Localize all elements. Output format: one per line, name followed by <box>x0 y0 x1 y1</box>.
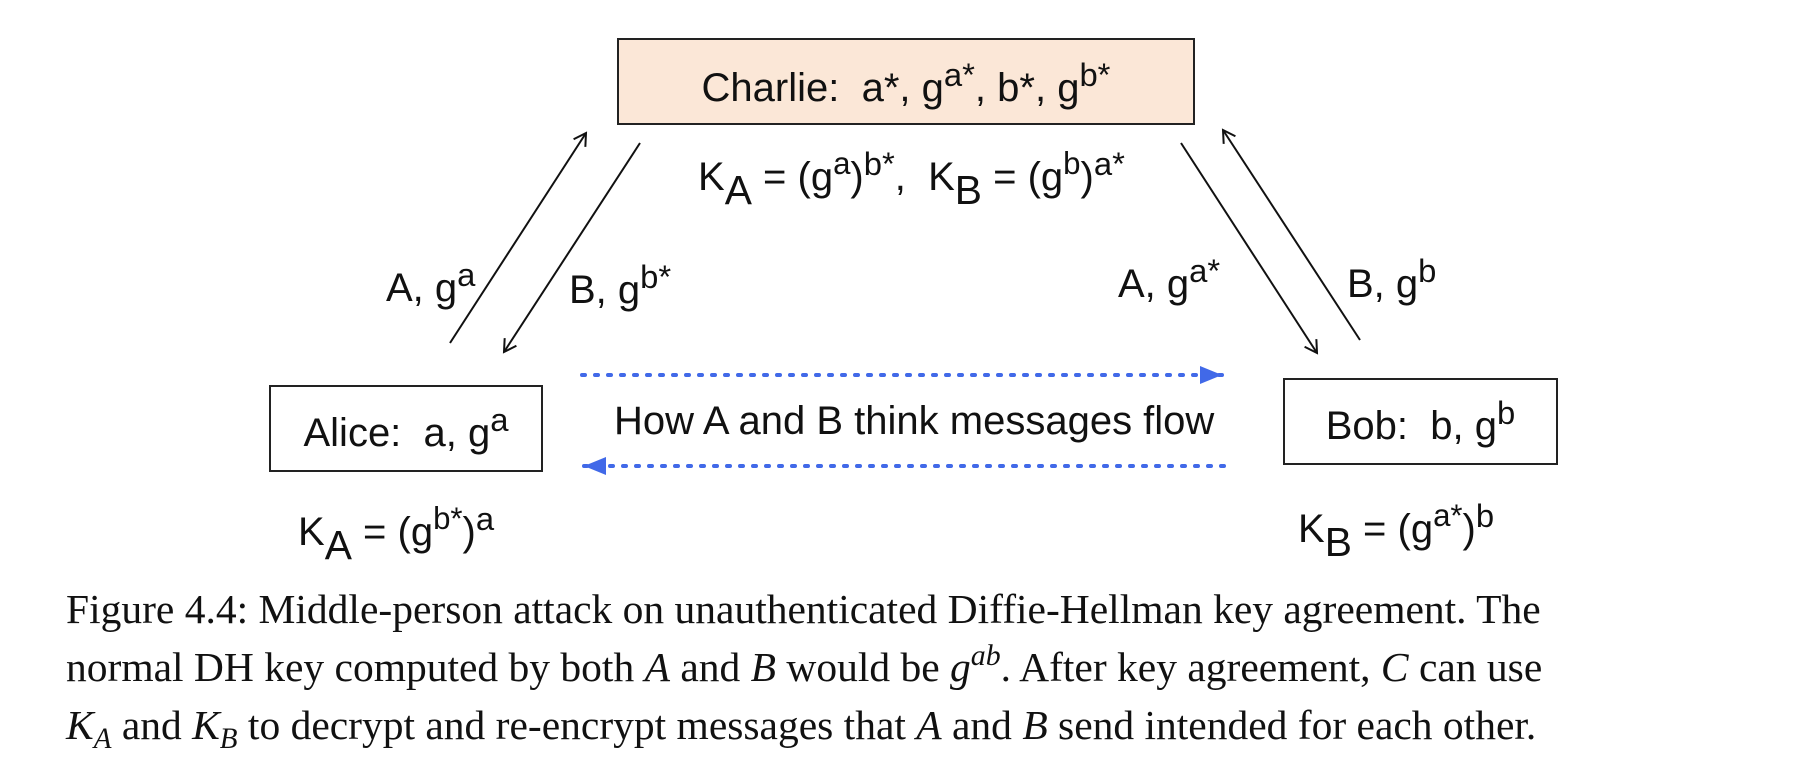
caption-line-1: Figure 4.4: Middle-person attack on unau… <box>66 586 1541 632</box>
arrow-charlie-to-bob <box>1180 142 1319 355</box>
msg-charlie-to-alice: B, gb* <box>569 258 672 312</box>
arrow-alice-to-charlie <box>449 131 588 344</box>
charlie-keys: KA = (ga)b*, KB = (gb)a* <box>698 145 1125 214</box>
figure-caption: Figure 4.4: Middle-person attack on unau… <box>66 580 1766 754</box>
flow-label: How A and B think messages flow <box>614 399 1215 443</box>
bob-box: Bob: b, gb <box>1283 378 1558 465</box>
msg-alice-to-charlie: A, ga <box>386 256 476 310</box>
arrow-bob-to-charlie <box>1221 128 1361 341</box>
bob-label: Bob: b, gb <box>1325 393 1516 448</box>
msg-charlie-to-bob: A, ga* <box>1118 252 1221 306</box>
arrow-charlie-to-alice <box>502 142 641 354</box>
alice-label: Alice: a, ga <box>303 400 509 455</box>
caption-line-2: normal DH key computed by both A and B w… <box>66 638 1543 690</box>
charlie-label: Charlie: a*, ga*, b*, gb* <box>701 55 1111 110</box>
charlie-box: Charlie: a*, ga*, b*, gb* <box>617 38 1195 125</box>
bob-key: KB = (ga*)b <box>1298 497 1495 566</box>
alice-key: KA = (gb*)a <box>298 500 495 569</box>
caption-line-3: KA and KB to decrypt and re-encrypt mess… <box>66 702 1537 755</box>
alice-box: Alice: a, ga <box>269 385 543 472</box>
msg-bob-to-charlie: B, gb <box>1347 252 1437 306</box>
